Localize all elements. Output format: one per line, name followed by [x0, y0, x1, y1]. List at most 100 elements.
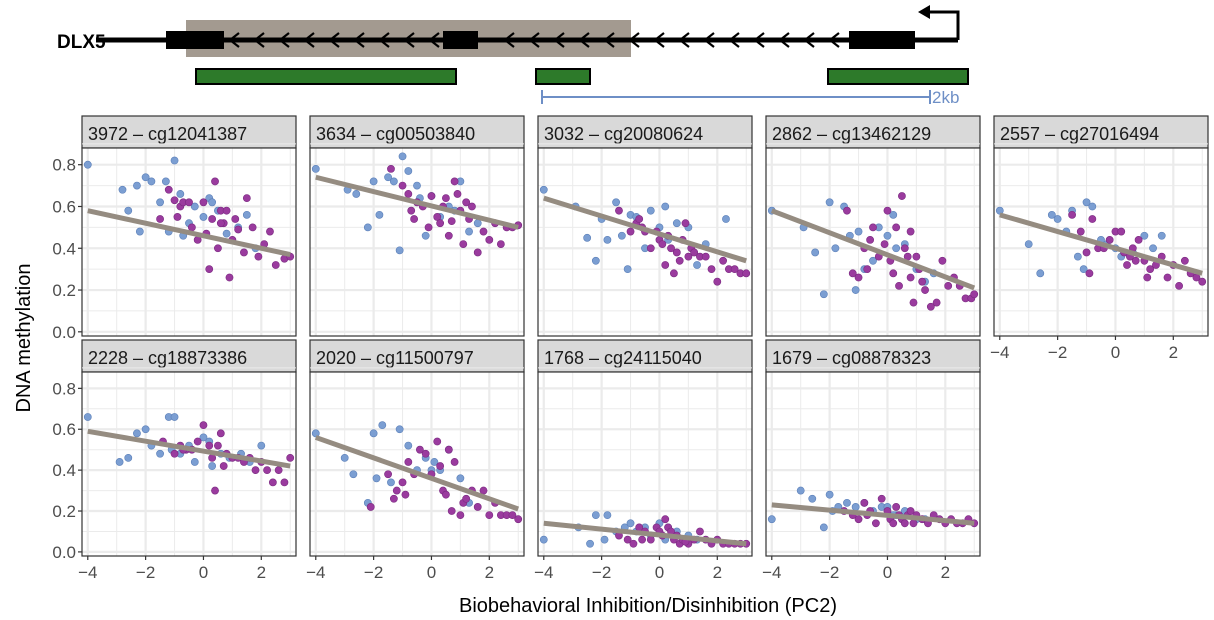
- y-tick-label: 0.6: [52, 197, 76, 216]
- point-purple: [263, 466, 271, 475]
- point-purple: [742, 269, 751, 278]
- point-blue: [176, 190, 185, 198]
- point-purple: [222, 206, 231, 215]
- point-purple: [1131, 256, 1140, 265]
- point-purple: [514, 515, 523, 524]
- point-purple: [906, 227, 915, 236]
- strand-arrow-icon: [828, 32, 840, 48]
- facet-panel: 1679 – cg08878323 −4 −2 0 2: [762, 339, 981, 582]
- strip-background: [993, 115, 1209, 149]
- y-tick-label: 0.8: [52, 156, 76, 175]
- point-purple: [433, 213, 442, 221]
- point-blue: [170, 413, 179, 421]
- point-purple: [672, 248, 681, 257]
- point-blue: [661, 202, 670, 211]
- point-blue: [1157, 231, 1166, 240]
- point-purple: [433, 437, 442, 446]
- point-blue: [591, 511, 600, 520]
- point-purple: [208, 215, 217, 223]
- point-purple: [912, 252, 921, 261]
- point-purple: [415, 445, 424, 454]
- point-purple: [918, 277, 927, 286]
- point-purple: [199, 421, 208, 430]
- plot-background: [538, 148, 752, 336]
- point-purple: [629, 539, 638, 548]
- point-blue: [623, 265, 632, 274]
- strip-background: [765, 339, 981, 373]
- point-blue: [1149, 244, 1157, 253]
- point-purple: [170, 196, 179, 205]
- point-purple: [1105, 236, 1114, 244]
- x-tick-label: −4: [78, 563, 97, 582]
- point-blue: [118, 185, 127, 194]
- point-purple: [286, 453, 295, 462]
- point-purple: [638, 535, 647, 544]
- point-blue: [395, 246, 404, 255]
- regression-line: [543, 520, 747, 547]
- point-blue: [83, 160, 92, 169]
- x-tick-label: 2: [1169, 343, 1178, 362]
- exon-2: [443, 31, 478, 49]
- point-purple: [866, 236, 875, 244]
- point-purple: [444, 231, 453, 240]
- strand-arrow-icon: [803, 32, 815, 48]
- strand-arrow-icon: [378, 32, 390, 48]
- point-blue: [395, 425, 404, 434]
- point-blue: [124, 453, 133, 462]
- point-blue: [854, 227, 863, 236]
- point-blue: [421, 231, 430, 240]
- point-blue: [156, 449, 164, 458]
- x-tick-label: 2: [713, 563, 722, 582]
- point-purple: [187, 223, 196, 232]
- facet-panel: 3032 – cg20080624: [537, 115, 753, 337]
- y-tick-label: 0.4: [52, 461, 76, 480]
- cpg-box-3: [827, 68, 969, 85]
- point-purple: [384, 470, 392, 479]
- point-purple: [1180, 256, 1189, 265]
- facet-panel: 1768 – cg24115040 −4 −2 0 2: [534, 339, 753, 582]
- point-blue: [375, 210, 384, 219]
- plot-background: [310, 372, 524, 556]
- point-purple: [173, 213, 182, 221]
- strip-label: 2020 – cg11500797: [316, 348, 474, 368]
- point-purple: [387, 164, 395, 173]
- point-purple: [713, 277, 722, 286]
- panel-border: [309, 147, 525, 337]
- x-tick-label: −2: [592, 563, 611, 582]
- point-purple: [661, 261, 670, 269]
- point-purple: [274, 466, 283, 475]
- strip-background: [537, 115, 753, 149]
- point-purple: [251, 466, 260, 475]
- strip-label: 3032 – cg20080624: [544, 124, 703, 144]
- strip-label: 2862 – cg13462129: [772, 124, 931, 144]
- point-purple: [1143, 273, 1152, 282]
- point-blue: [603, 511, 612, 520]
- point-purple: [675, 256, 684, 265]
- scatter-points: [83, 156, 295, 282]
- point-purple: [496, 240, 505, 248]
- point-purple: [707, 265, 716, 274]
- point-purple: [926, 302, 935, 311]
- point-blue: [141, 173, 150, 182]
- point-blue: [819, 523, 828, 532]
- panel-border: [537, 147, 753, 337]
- point-purple: [156, 215, 164, 223]
- cpg-box-2: [535, 68, 591, 85]
- point-purple: [970, 290, 979, 299]
- point-blue: [384, 173, 392, 182]
- point-purple: [1068, 210, 1076, 219]
- point-purple: [892, 223, 901, 232]
- point-purple: [719, 256, 727, 265]
- point-blue: [387, 478, 395, 487]
- point-blue: [369, 177, 378, 186]
- point-blue: [600, 535, 609, 544]
- point-blue: [363, 223, 372, 232]
- point-blue: [340, 453, 349, 462]
- point-blue: [869, 256, 877, 265]
- point-purple: [240, 248, 248, 257]
- point-blue: [1140, 231, 1149, 240]
- point-blue: [995, 206, 1004, 215]
- point-purple: [389, 494, 398, 503]
- strip-background: [309, 339, 525, 373]
